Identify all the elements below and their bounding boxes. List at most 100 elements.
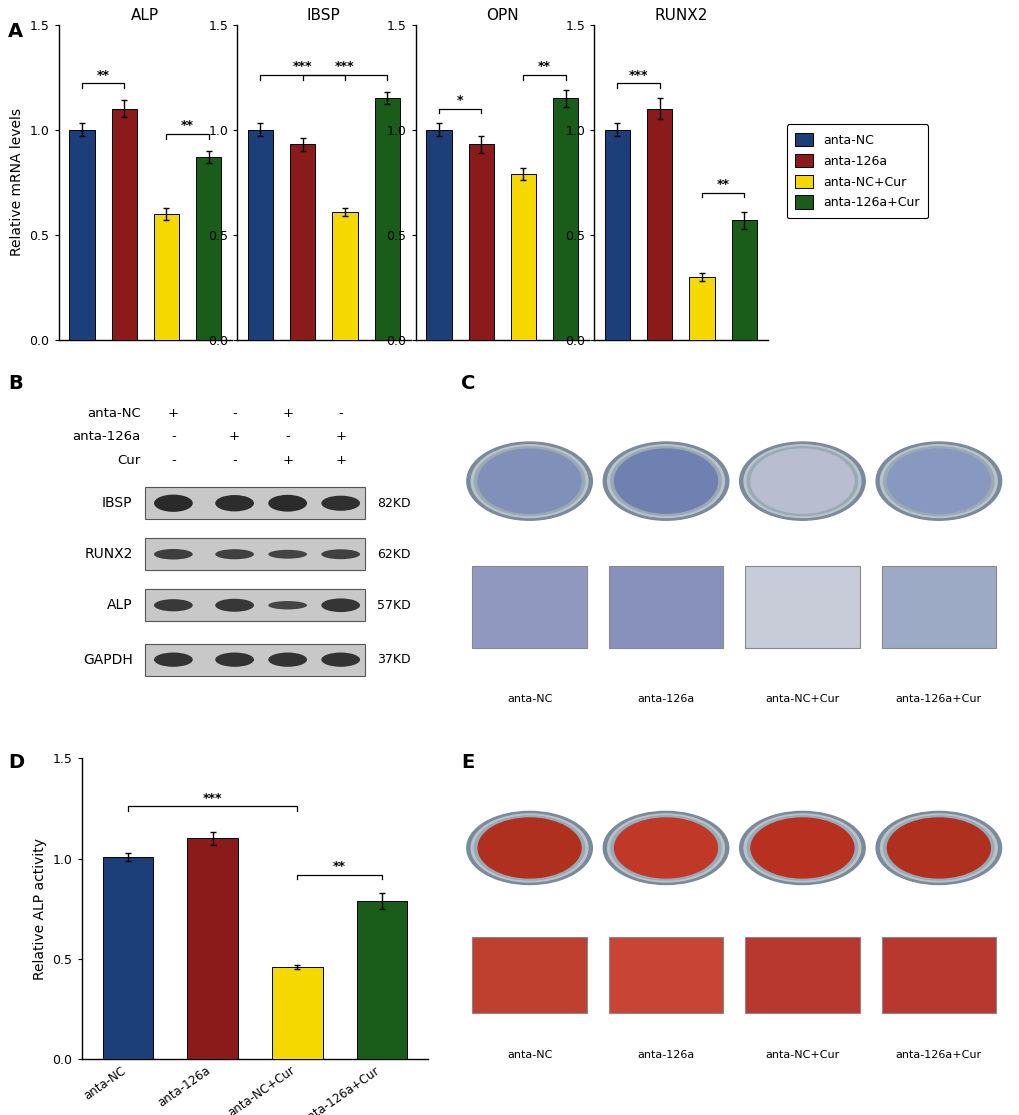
Circle shape bbox=[471, 814, 587, 882]
Text: ***: *** bbox=[203, 792, 222, 805]
Text: 62KD: 62KD bbox=[377, 547, 411, 561]
Text: anta-NC: anta-NC bbox=[506, 1049, 551, 1059]
Title: IBSP: IBSP bbox=[307, 9, 340, 23]
Bar bbox=[426, 129, 451, 340]
Text: E: E bbox=[461, 753, 474, 772]
Bar bbox=[272, 967, 322, 1059]
Y-axis label: Relative ALP activity: Relative ALP activity bbox=[33, 837, 47, 980]
Circle shape bbox=[602, 812, 728, 884]
Text: anta-NC: anta-NC bbox=[87, 407, 141, 419]
Text: anta-NC+Cur: anta-NC+Cur bbox=[764, 1049, 839, 1059]
Bar bbox=[332, 212, 358, 340]
Bar bbox=[357, 901, 407, 1059]
Text: D: D bbox=[8, 753, 24, 772]
Circle shape bbox=[879, 445, 997, 517]
FancyBboxPatch shape bbox=[472, 937, 586, 1014]
Title: ALP: ALP bbox=[131, 9, 159, 23]
Circle shape bbox=[471, 445, 587, 517]
Circle shape bbox=[739, 812, 864, 884]
Title: OPN: OPN bbox=[486, 9, 518, 23]
Circle shape bbox=[887, 818, 989, 878]
Circle shape bbox=[747, 447, 857, 515]
Ellipse shape bbox=[321, 496, 360, 511]
Ellipse shape bbox=[268, 550, 307, 559]
Circle shape bbox=[739, 442, 864, 521]
Circle shape bbox=[474, 447, 584, 515]
Text: Cur: Cur bbox=[117, 454, 141, 467]
Text: anta-NC+Cur: anta-NC+Cur bbox=[764, 694, 839, 704]
FancyBboxPatch shape bbox=[880, 566, 996, 648]
Ellipse shape bbox=[215, 495, 254, 512]
FancyBboxPatch shape bbox=[608, 937, 722, 1014]
Bar bbox=[646, 108, 672, 340]
Circle shape bbox=[882, 816, 994, 880]
Ellipse shape bbox=[268, 495, 307, 512]
Circle shape bbox=[607, 814, 723, 882]
Circle shape bbox=[613, 449, 716, 513]
Circle shape bbox=[743, 445, 860, 517]
Text: RUNX2: RUNX2 bbox=[85, 547, 132, 561]
Text: ***: *** bbox=[292, 60, 312, 74]
Text: +: + bbox=[335, 454, 345, 467]
Bar bbox=[111, 108, 137, 340]
Text: B: B bbox=[8, 374, 22, 392]
Circle shape bbox=[478, 449, 581, 513]
Text: -: - bbox=[171, 430, 175, 444]
Y-axis label: Relative mRNA levels: Relative mRNA levels bbox=[10, 108, 24, 256]
FancyBboxPatch shape bbox=[145, 589, 365, 621]
Text: -: - bbox=[232, 407, 236, 419]
Text: -: - bbox=[285, 430, 289, 444]
Circle shape bbox=[747, 816, 857, 880]
Circle shape bbox=[610, 816, 720, 880]
Ellipse shape bbox=[154, 495, 193, 512]
Text: anta-126a: anta-126a bbox=[637, 1049, 694, 1059]
Text: **: ** bbox=[538, 60, 550, 74]
Circle shape bbox=[882, 447, 994, 515]
Text: 57KD: 57KD bbox=[377, 599, 411, 612]
Ellipse shape bbox=[154, 652, 193, 667]
Bar bbox=[689, 277, 714, 340]
Text: -: - bbox=[338, 407, 342, 419]
Text: ***: *** bbox=[628, 69, 648, 81]
Text: +: + bbox=[282, 454, 292, 467]
FancyBboxPatch shape bbox=[145, 539, 365, 571]
Ellipse shape bbox=[215, 599, 254, 612]
Text: 37KD: 37KD bbox=[377, 653, 411, 666]
Bar bbox=[196, 157, 221, 340]
Bar bbox=[154, 214, 179, 340]
Ellipse shape bbox=[321, 599, 360, 612]
Circle shape bbox=[467, 812, 592, 884]
Text: anta-NC: anta-NC bbox=[506, 694, 551, 704]
Text: **: ** bbox=[716, 178, 729, 191]
Ellipse shape bbox=[154, 599, 193, 611]
Circle shape bbox=[607, 445, 723, 517]
Legend: anta-NC, anta-126a, anta-NC+Cur, anta-126a+Cur: anta-NC, anta-126a, anta-NC+Cur, anta-12… bbox=[786, 124, 927, 219]
Text: IBSP: IBSP bbox=[102, 496, 132, 511]
Text: A: A bbox=[8, 22, 23, 41]
FancyBboxPatch shape bbox=[608, 566, 722, 648]
Bar bbox=[69, 129, 95, 340]
FancyBboxPatch shape bbox=[145, 643, 365, 676]
Bar bbox=[103, 856, 153, 1059]
Text: 82KD: 82KD bbox=[377, 496, 411, 510]
Ellipse shape bbox=[268, 652, 307, 667]
Text: anta-126a: anta-126a bbox=[637, 694, 694, 704]
Text: anta-126a+Cur: anta-126a+Cur bbox=[895, 694, 981, 704]
Ellipse shape bbox=[215, 550, 254, 560]
Ellipse shape bbox=[321, 550, 360, 560]
Text: -: - bbox=[171, 454, 175, 467]
Text: anta-126a+Cur: anta-126a+Cur bbox=[895, 1049, 981, 1059]
Text: ***: *** bbox=[335, 60, 355, 74]
Circle shape bbox=[478, 818, 581, 878]
Text: anta-126a: anta-126a bbox=[72, 430, 141, 444]
Text: *: * bbox=[457, 94, 463, 107]
Text: **: ** bbox=[97, 69, 109, 81]
Bar bbox=[468, 145, 493, 340]
Bar bbox=[248, 129, 273, 340]
Text: +: + bbox=[282, 407, 292, 419]
Text: +: + bbox=[168, 407, 178, 419]
Bar bbox=[187, 838, 237, 1059]
Text: C: C bbox=[461, 374, 475, 392]
Text: GAPDH: GAPDH bbox=[83, 652, 132, 667]
Circle shape bbox=[474, 816, 584, 880]
